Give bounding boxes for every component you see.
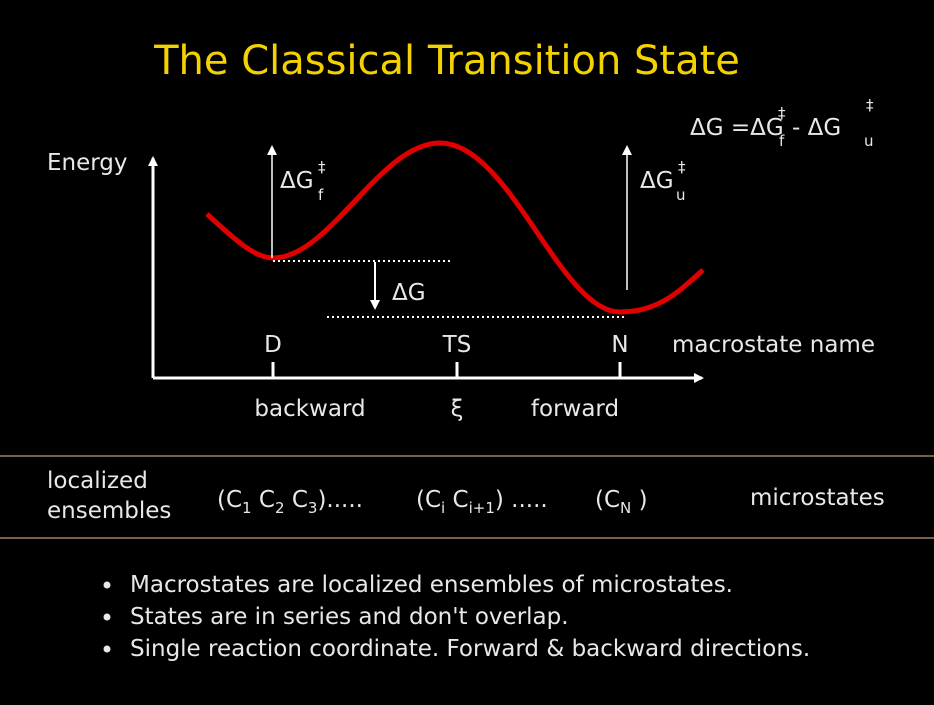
barrier-sub: f [318,186,324,204]
barrier-sup: ‡ [318,158,326,176]
group-text: C [252,487,275,513]
title: The Classical Transition State [153,38,740,84]
group-text: C [285,487,308,513]
ensemble-caption: microstates [750,485,885,511]
ensemble-group: (CN ) [595,487,648,517]
x-label: ξ [451,396,464,422]
bullet-text: Macrostates are localized ensembles of m… [130,572,733,598]
ensemble-label: localized [47,468,148,494]
bullet-dot [103,613,111,621]
subscript: N [620,499,631,517]
group-text: C [445,487,468,513]
bullet-dot [103,645,111,653]
equation-text: - ΔG [792,115,841,141]
group-text: ) ..... [495,487,548,513]
bullet-text: States are in series and don't overlap. [130,604,569,630]
energy-curve [205,140,705,315]
x-label: backward [254,396,365,422]
barrier-label: ΔG [640,168,674,194]
subscript: 3 [308,499,318,517]
equation-sup: ‡ [778,104,786,122]
ensemble-group: (C1 C2 C3)..... [217,487,363,517]
bullet-dot [103,581,111,589]
equation-text: ΔG =ΔG [690,115,784,141]
barrier-sup: ‡ [678,158,686,176]
ensemble-group: (Ci Ci+1) ..... [416,487,548,517]
subscript: i [441,499,445,517]
group-text: (C [217,487,242,513]
macrostate-label: TS [442,332,472,358]
macrostate-label: N [611,332,628,358]
delta-g-label: ΔG [392,280,426,306]
group-text: (C [416,487,441,513]
subscript: i+1 [469,499,495,517]
group-text: ) [631,487,647,513]
barrier-label: ΔG [280,168,314,194]
equation-sup: ‡ [866,96,874,114]
bullet-text: Single reaction coordinate. Forward & ba… [130,636,810,662]
macrostate-label: D [264,332,282,358]
group-text: )..... [317,487,363,513]
equation-sub: f [779,132,785,150]
ensemble-label: ensembles [47,498,171,524]
macrostate-caption: macrostate name [672,332,875,358]
axis-label: Energy [47,150,128,176]
equation-sub: u [864,132,874,150]
subscript: 2 [275,499,285,517]
subscript: 1 [242,499,252,517]
barrier-sub: u [676,186,686,204]
x-label: forward [531,396,619,422]
group-text: (C [595,487,620,513]
